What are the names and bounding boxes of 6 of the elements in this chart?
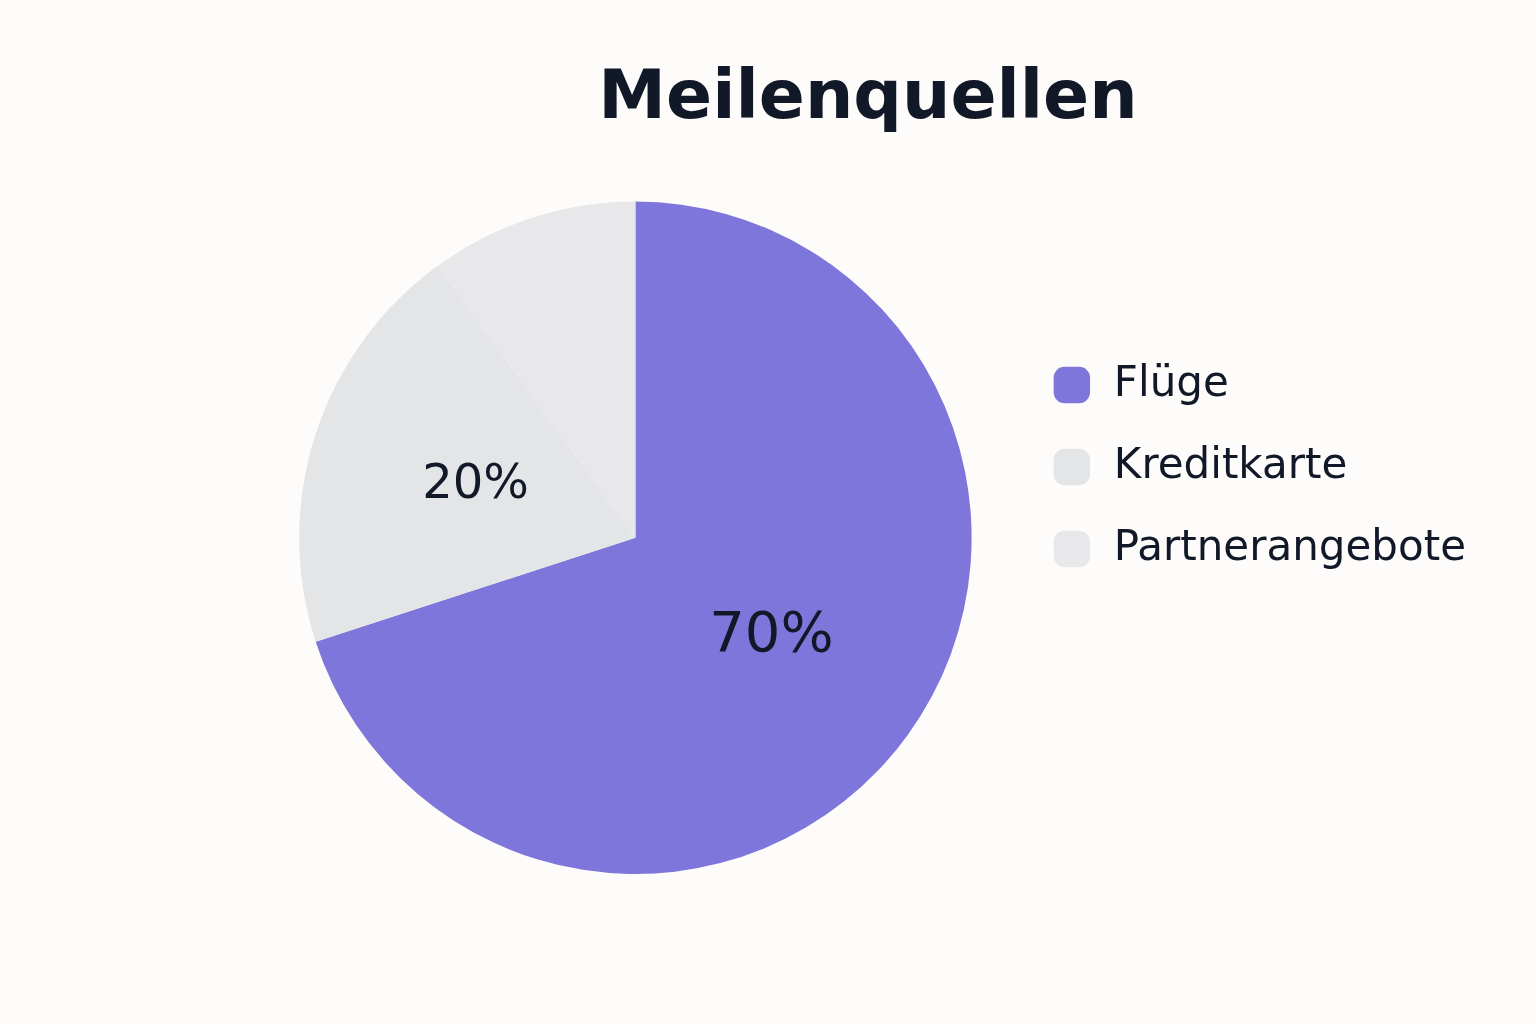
legend-label: Kreditkarte — [1113, 438, 1348, 488]
data-label: 20% — [422, 453, 529, 510]
chart-title: Meilenquellen — [598, 55, 1138, 135]
data-label: 70% — [709, 599, 834, 665]
legend-label: Partnerangebote — [1113, 520, 1467, 570]
legend-label: Flüge — [1113, 356, 1229, 406]
